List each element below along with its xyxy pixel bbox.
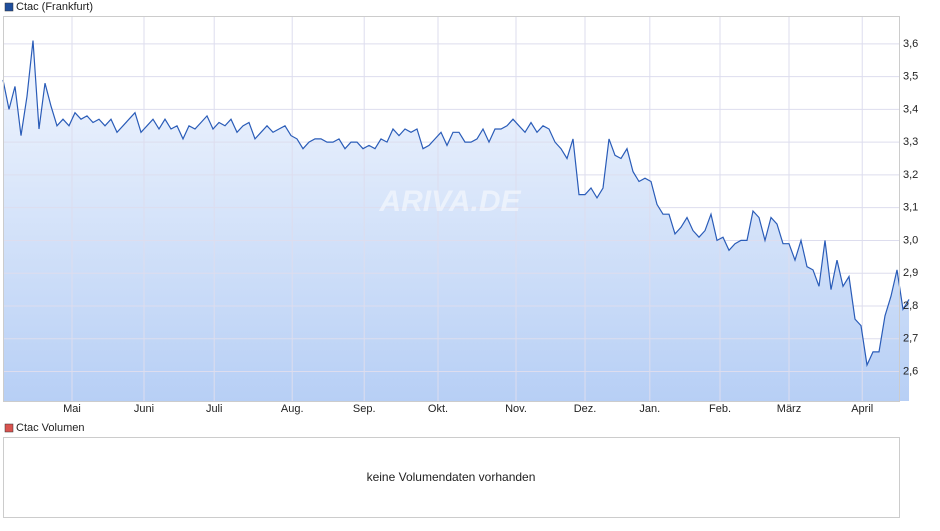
x-tick-label: Mai <box>63 403 81 415</box>
legend-label: Ctac (Frankfurt) <box>16 1 93 13</box>
watermark: ARIVA.DE <box>378 185 521 218</box>
legend-swatch <box>4 2 14 12</box>
y-tick-label: 2,9 <box>903 267 918 279</box>
y-tick-label: 3,3 <box>903 136 918 148</box>
y-tick-label: 3,1 <box>903 202 918 214</box>
area <box>3 40 910 401</box>
plot-frame <box>3 16 900 402</box>
y-tick-label: 3,6 <box>903 38 918 50</box>
price-line <box>2 40 910 368</box>
x-tick-label: Aug. <box>281 403 304 415</box>
volume-frame <box>3 437 900 518</box>
x-tick-label: Sep. <box>353 403 376 415</box>
x-tick-label: Juli <box>206 403 223 415</box>
legend-label: Ctac Volumen <box>16 422 84 434</box>
x-tick-label: Juni <box>134 403 154 415</box>
y-tick-label: 2,8 <box>903 300 918 312</box>
x-tick-label: März <box>777 403 801 415</box>
x-tick-label: Feb. <box>709 403 731 415</box>
volume-message: keine Volumendaten vorhanden <box>367 470 536 484</box>
y-tick-label: 3,2 <box>903 169 918 181</box>
x-tick-label: Dez. <box>574 403 597 415</box>
plot-area <box>2 16 910 401</box>
y-tick-label: 2,6 <box>903 365 918 377</box>
y-tick-label: 3,4 <box>903 103 918 115</box>
x-tick-label: Jan. <box>639 403 660 415</box>
y-tick-label: 2,7 <box>903 333 918 345</box>
x-tick-label: April <box>851 403 873 415</box>
y-tick-label: 3,0 <box>903 234 918 246</box>
y-tick-label: 3,5 <box>903 71 918 83</box>
x-tick-label: Nov. <box>505 403 527 415</box>
x-tick-label: Okt. <box>428 403 448 415</box>
legend-swatch <box>4 423 14 433</box>
